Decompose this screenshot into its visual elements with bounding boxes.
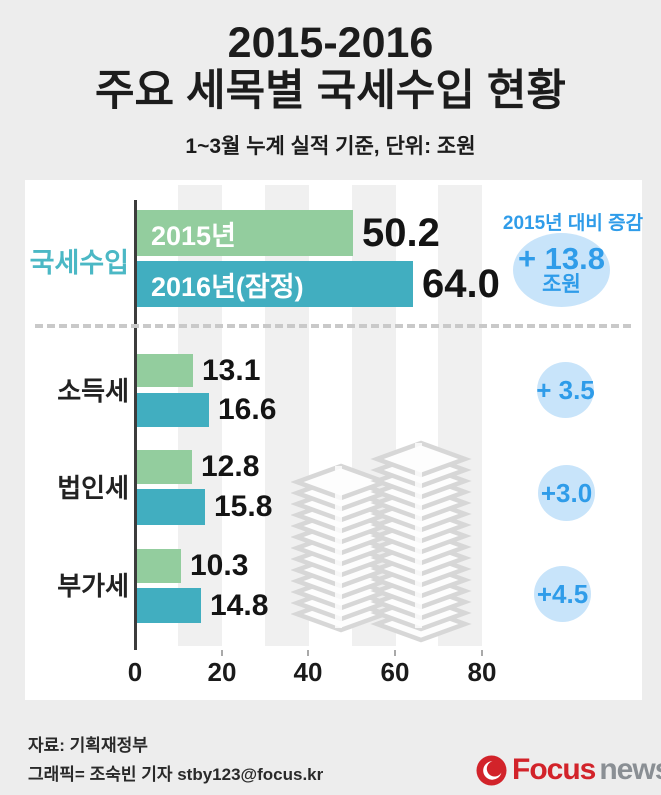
y-axis-line (134, 200, 137, 650)
chart-card: 국세수입 2015년 50.2 2016년(잠정) 64.0 소득세 13.1 … (25, 180, 643, 700)
category-label-total: 국세수입 (29, 248, 129, 278)
bar-income-2016 (137, 393, 209, 427)
section-divider (35, 324, 631, 328)
category-label-income-tax: 소득세 (57, 376, 129, 406)
value-label-vat-2015: 10.3 (190, 549, 249, 582)
x-axis-label-20: 20 (207, 657, 237, 687)
value-label-corporate-2015: 12.8 (201, 450, 260, 483)
bar-series-label-2015: 2015년 (151, 220, 236, 251)
bar-income-2015 (137, 354, 193, 387)
x-axis-label-60: 60 (380, 657, 410, 687)
x-axis-label-0: 0 (127, 657, 143, 687)
diff-badge-corporate: +3.0 (538, 465, 595, 521)
bar-line-vat-2016: 14.8 (137, 588, 268, 623)
bar-line-total-2015: 2015년 50.2 (137, 210, 440, 256)
page-title: 주요 세목별 국세수입 현황 (94, 67, 566, 115)
x-axis-tick (394, 650, 396, 656)
bar-corporate-2015 (137, 450, 192, 484)
diff-value-total: + 13.8 (517, 241, 606, 276)
x-axis-tick (307, 650, 309, 656)
bar-corporate-2016 (137, 489, 205, 525)
diff-unit-total: 조원 (542, 273, 581, 296)
category-label-vat: 부가세 (57, 571, 129, 601)
x-axis-label-80: 80 (467, 657, 497, 687)
bar-total-2015: 2015년 (137, 210, 353, 256)
bar-line-total-2016: 2016년(잠정) 64.0 (137, 261, 500, 307)
x-axis-tick (481, 650, 483, 656)
diff-badge-income: + 3.5 (536, 362, 595, 418)
bar-line-vat-2015: 10.3 (137, 549, 248, 583)
diff-badge-vat: +4.5 (534, 566, 591, 622)
diff-header: 2015년 대비 증감 (502, 213, 644, 234)
value-label-vat-2016: 14.8 (210, 588, 269, 622)
bar-line-corporate-2016: 15.8 (137, 489, 272, 525)
logo-text-news: news (599, 753, 661, 786)
bar-vat-2015 (137, 549, 181, 583)
category-label-corporate-tax: 법인세 (57, 473, 129, 503)
focus-news-logo: Focus news (476, 753, 661, 787)
logo-text-focus: Focus (512, 753, 596, 786)
bar-line-income-2015: 13.1 (137, 354, 260, 387)
bar-total-2016: 2016년(잠정) (137, 261, 413, 307)
diff-badge-total: + 13.8 조원 (513, 233, 610, 307)
x-axis-tick (221, 650, 223, 656)
bar-series-label-2016: 2016년(잠정) (151, 271, 304, 302)
bar-line-corporate-2015: 12.8 (137, 450, 259, 484)
value-label-total-2015: 50.2 (362, 210, 440, 255)
x-axis-label-40: 40 (293, 657, 323, 687)
value-label-income-2016: 16.6 (218, 393, 277, 426)
subtitle: 1~3월 누계 실적 기준, 단위: 조원 (185, 135, 476, 158)
value-label-corporate-2016: 15.8 (214, 490, 273, 523)
source-note: 자료: 기획재정부 (28, 736, 148, 755)
focus-news-swirl-icon (476, 754, 507, 786)
credit-note: 그래픽= 조숙빈 기자 stby123@focus.kr (28, 765, 324, 784)
money-stack-watermark (291, 436, 473, 648)
header: 2015-2016 주요 세목별 국세수입 현황 1~3월 누계 실적 기준, … (0, 20, 661, 160)
title-years: 2015-2016 (227, 19, 434, 67)
value-label-total-2016: 64.0 (422, 261, 500, 306)
bar-line-income-2016: 16.6 (137, 393, 276, 427)
bar-vat-2016 (137, 588, 201, 623)
value-label-income-2015: 13.1 (202, 353, 261, 387)
